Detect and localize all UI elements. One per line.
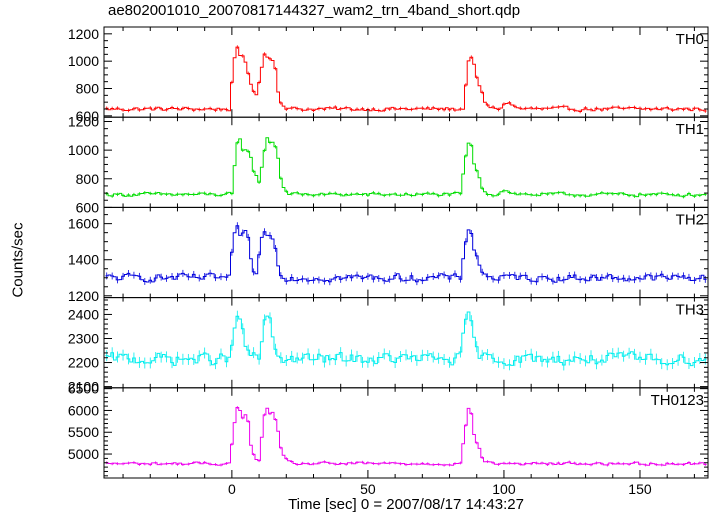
x-tick-label: 150 bbox=[628, 481, 652, 497]
panel-label-th0: TH0 bbox=[676, 31, 704, 48]
y-tick-label: 5000 bbox=[68, 446, 99, 462]
y-tick-label: 5500 bbox=[68, 424, 99, 440]
y-tick-label: 2300 bbox=[68, 330, 99, 346]
y-tick-label: 600 bbox=[76, 108, 100, 124]
panel-label-th1: TH1 bbox=[676, 121, 704, 138]
y-tick-label: 1400 bbox=[68, 252, 99, 268]
series-line-th3 bbox=[105, 311, 707, 367]
y-tick-label: 800 bbox=[76, 171, 100, 187]
series-line-th1 bbox=[105, 137, 707, 198]
series-line-th2 bbox=[105, 225, 707, 283]
series-line-th0 bbox=[105, 46, 707, 112]
y-tick-label: 2400 bbox=[68, 306, 99, 322]
x-tick-label: 100 bbox=[492, 481, 516, 497]
chart-title: ae802001010_20070817144327_wam2_trn_4ban… bbox=[108, 2, 521, 19]
y-tick-label: 1200 bbox=[68, 288, 99, 304]
panel-frame bbox=[103, 387, 709, 479]
y-axis-label: Counts/sec bbox=[9, 222, 27, 298]
series-line-th0123 bbox=[105, 407, 707, 466]
y-tick-label: 1000 bbox=[68, 142, 99, 158]
y-tick-label: 1000 bbox=[68, 53, 99, 69]
y-tick-label: 6000 bbox=[68, 402, 99, 418]
y-tick-label: 1600 bbox=[68, 216, 99, 232]
y-tick-label: 2200 bbox=[68, 355, 99, 371]
y-tick-label: 1200 bbox=[68, 113, 99, 129]
y-tick-label: 1200 bbox=[68, 26, 99, 42]
x-tick-label: 0 bbox=[228, 481, 236, 497]
y-tick-label: 600 bbox=[76, 199, 100, 215]
panel-frame bbox=[103, 206, 709, 299]
y-tick-label: 800 bbox=[76, 81, 100, 97]
panel-frame bbox=[103, 26, 709, 118]
panel-label-th0123: TH0123 bbox=[651, 392, 704, 409]
x-tick-label: 50 bbox=[360, 481, 376, 497]
x-axis-label: Time [sec] 0 = 2007/08/17 14:43:27 bbox=[288, 496, 524, 513]
panel-label-th2: TH2 bbox=[676, 211, 704, 228]
panel-label-th3: TH3 bbox=[676, 302, 704, 319]
y-tick-label: 6500 bbox=[68, 381, 99, 397]
panel-frame bbox=[103, 297, 709, 389]
y-tick-label: 2100 bbox=[68, 379, 99, 395]
